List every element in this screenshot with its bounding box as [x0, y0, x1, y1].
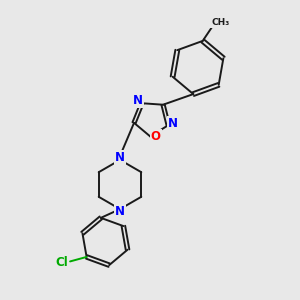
Text: Cl: Cl	[55, 256, 68, 269]
Text: N: N	[168, 117, 178, 130]
Text: O: O	[151, 130, 160, 143]
Text: N: N	[115, 205, 125, 218]
Text: CH₃: CH₃	[212, 18, 230, 27]
Text: N: N	[115, 151, 125, 164]
Text: N: N	[134, 94, 143, 107]
